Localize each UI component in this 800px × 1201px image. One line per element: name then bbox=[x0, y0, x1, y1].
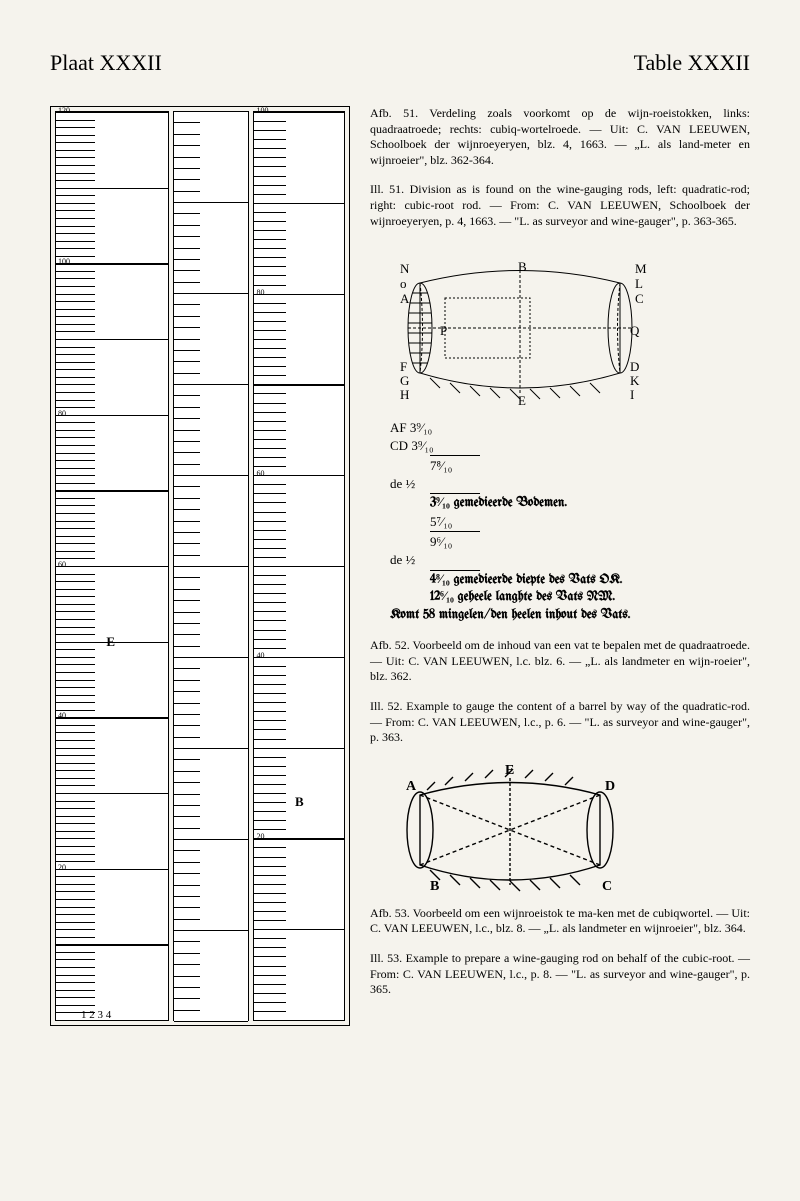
lbl-C: C bbox=[635, 291, 644, 306]
rods-container: 20406080100120 E 20406080100 B bbox=[55, 111, 345, 1021]
rods-figure: 20406080100120 E 20406080100 B 1 2 3 4 bbox=[50, 106, 350, 1026]
page: Plaat XXXII Table XXXII 20406080100120 E… bbox=[0, 0, 800, 1201]
calc-r5: 3⁹⁄₁₀ gemedieerde Bodemen. bbox=[430, 495, 750, 513]
caption-ill53: Ill. 53. Example to prepare a wine-gaugi… bbox=[370, 951, 750, 998]
lbl-F: F bbox=[400, 359, 407, 374]
lbl-K: K bbox=[630, 373, 640, 388]
barrel2-svg: A B C D E bbox=[370, 760, 650, 900]
lbl-M: M bbox=[635, 261, 647, 276]
header-left: Plaat XXXII bbox=[50, 50, 162, 76]
lbl-A: A bbox=[400, 291, 410, 306]
lbl-E: E bbox=[518, 393, 526, 408]
calc-r9: 4⁸⁄₁₀ gemedieerde diepte des Vats OK. bbox=[430, 572, 750, 590]
caption-afb53: Afb. 53. Voorbeeld om een wijnroeistok t… bbox=[370, 906, 750, 937]
barrel1-svg: N o A B M L C P Q F G H D K I bbox=[370, 243, 670, 413]
bottom-numbers: 1 2 3 4 bbox=[81, 1009, 111, 1021]
barrel-figure-1: N o A B M L C P Q F G H D K I bbox=[370, 243, 750, 413]
header: Plaat XXXII Table XXXII bbox=[50, 50, 750, 76]
content-row: 20406080100120 E 20406080100 B 1 2 3 4 A… bbox=[50, 106, 750, 1026]
lbl-D: D bbox=[630, 359, 639, 374]
calc-r4: de ½ bbox=[390, 475, 750, 493]
lbl-L: L bbox=[635, 276, 643, 291]
lbl2-A: A bbox=[406, 779, 417, 794]
barrel-figure-2: A B C D E bbox=[370, 760, 750, 900]
caption-afb51: Afb. 51. Verdeling zoals voorkomt op de … bbox=[370, 106, 750, 168]
rod-mid bbox=[173, 111, 250, 1021]
lbl-G: G bbox=[400, 373, 409, 388]
left-column: 20406080100120 E 20406080100 B 1 2 3 4 bbox=[50, 106, 350, 1026]
calc-r1: AF 3⁹⁄₁₀ bbox=[390, 419, 750, 437]
calc-r8: de ½ bbox=[390, 551, 750, 569]
calc-r10: 12⁶⁄₁₀ geheele langhte des Vats NM. bbox=[430, 589, 750, 607]
calc-r3: 7⁸⁄₁₀ bbox=[430, 457, 750, 475]
rod-right: 20406080100 B bbox=[253, 111, 345, 1021]
calc-r11: Komt 58 mingelen/den heelen inhout des V… bbox=[390, 607, 750, 625]
lbl-O: o bbox=[400, 276, 407, 291]
lbl-P: P bbox=[440, 323, 447, 338]
rod-left-marks: 20406080100120 bbox=[56, 112, 168, 1020]
lbl2-D: D bbox=[605, 779, 615, 794]
lbl-B: B bbox=[518, 259, 527, 274]
lbl2-B: B bbox=[430, 879, 439, 894]
label-E: E bbox=[106, 634, 115, 650]
calc-r2: CD 3⁹⁄₁₀ bbox=[390, 437, 750, 455]
rod-left: 20406080100120 E bbox=[55, 111, 169, 1021]
label-B: B bbox=[295, 794, 304, 810]
header-right: Table XXXII bbox=[634, 50, 750, 76]
caption-afb52: Afb. 52. Voorbeeld om de inhoud van een … bbox=[370, 638, 750, 685]
rod-right-marks: 20406080100 bbox=[254, 112, 344, 1020]
caption-ill51: Ill. 51. Division as is found on the win… bbox=[370, 182, 750, 229]
caption-ill52: Ill. 52. Example to gauge the content of… bbox=[370, 699, 750, 746]
lbl2-C: C bbox=[602, 879, 612, 894]
lbl-I: I bbox=[630, 387, 634, 402]
lbl-Q: Q bbox=[630, 323, 640, 338]
calc-r6: 5⁷⁄₁₀ bbox=[430, 513, 750, 531]
right-column: Afb. 51. Verdeling zoals voorkomt op de … bbox=[370, 106, 750, 1026]
lbl2-E: E bbox=[505, 763, 514, 778]
calculation-block: AF 3⁹⁄₁₀ CD 3⁹⁄₁₀ 7⁸⁄₁₀ de ½ 3⁹⁄₁₀ gemed… bbox=[390, 419, 750, 624]
lbl-N: N bbox=[400, 261, 410, 276]
calc-r7: 9⁶⁄₁₀ bbox=[430, 533, 750, 551]
lbl-H: H bbox=[400, 387, 409, 402]
rod-mid-marks bbox=[174, 111, 249, 1021]
